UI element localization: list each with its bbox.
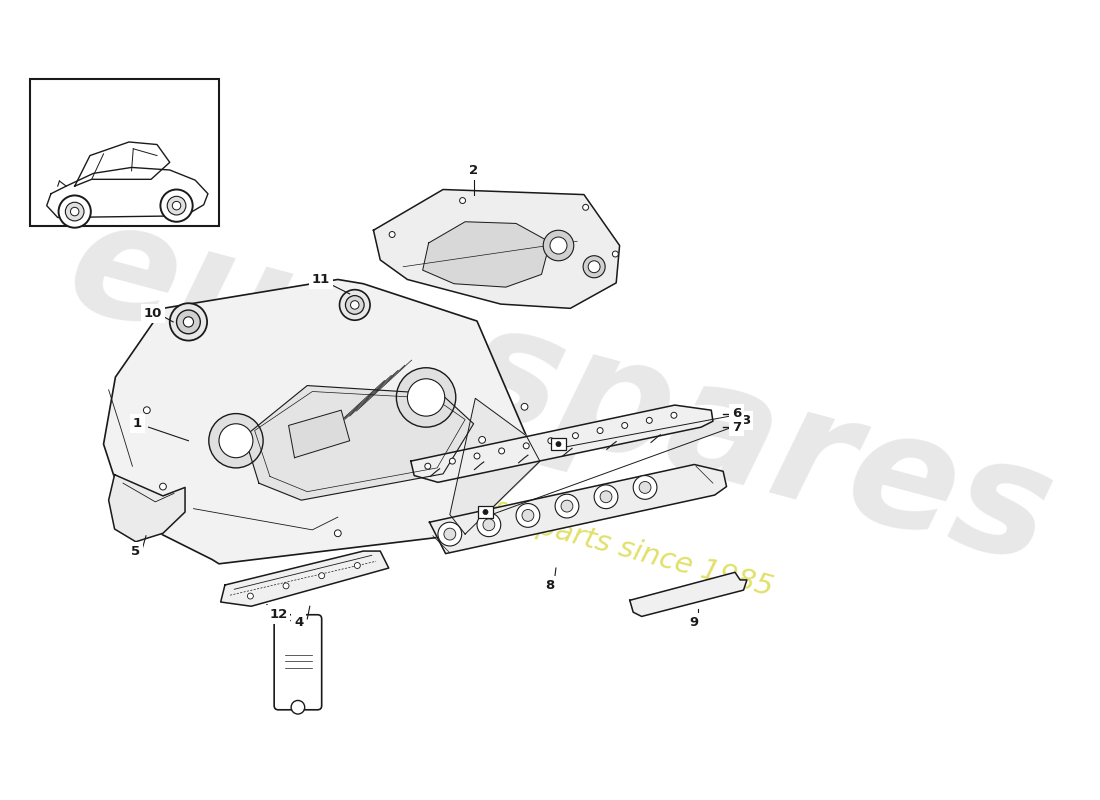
Circle shape [354, 562, 361, 569]
Circle shape [160, 483, 166, 490]
Circle shape [601, 491, 612, 502]
Text: 9: 9 [690, 616, 698, 629]
Circle shape [613, 251, 618, 257]
Circle shape [460, 198, 465, 203]
Text: a passion for parts since 1985: a passion for parts since 1985 [344, 461, 777, 602]
Polygon shape [422, 222, 550, 287]
Circle shape [345, 296, 364, 314]
Circle shape [498, 448, 505, 454]
FancyBboxPatch shape [477, 506, 493, 518]
Circle shape [407, 378, 444, 416]
Circle shape [572, 433, 579, 438]
Circle shape [70, 207, 79, 216]
Circle shape [522, 510, 534, 522]
Polygon shape [630, 572, 747, 617]
Circle shape [219, 424, 253, 458]
Circle shape [671, 412, 676, 418]
Circle shape [548, 438, 553, 444]
Polygon shape [450, 398, 540, 534]
Circle shape [173, 202, 180, 210]
Circle shape [340, 290, 370, 320]
Circle shape [474, 453, 480, 459]
Circle shape [450, 458, 455, 464]
Text: 10: 10 [144, 307, 162, 320]
Text: 12: 12 [270, 608, 287, 622]
Circle shape [597, 427, 603, 434]
Circle shape [588, 261, 601, 273]
Circle shape [521, 403, 528, 410]
Circle shape [556, 494, 579, 518]
Text: 3: 3 [740, 414, 750, 427]
Text: 4: 4 [294, 616, 304, 629]
Circle shape [634, 475, 657, 499]
Circle shape [524, 443, 529, 449]
Circle shape [583, 256, 605, 278]
Circle shape [594, 485, 618, 509]
Circle shape [65, 202, 84, 221]
Circle shape [483, 510, 488, 514]
Polygon shape [244, 386, 474, 500]
Text: 8: 8 [546, 578, 554, 591]
Circle shape [334, 530, 341, 537]
Polygon shape [109, 474, 185, 542]
Circle shape [647, 418, 652, 423]
Circle shape [639, 482, 651, 494]
FancyBboxPatch shape [274, 614, 321, 710]
Circle shape [351, 301, 359, 309]
Polygon shape [410, 405, 713, 482]
Polygon shape [429, 465, 726, 554]
Circle shape [283, 583, 289, 589]
Polygon shape [221, 551, 388, 606]
Circle shape [319, 573, 324, 578]
Circle shape [438, 522, 462, 546]
Circle shape [478, 437, 485, 443]
Circle shape [561, 500, 573, 512]
Text: 1: 1 [133, 418, 142, 430]
Circle shape [477, 513, 500, 537]
Circle shape [396, 368, 455, 427]
Circle shape [167, 196, 186, 215]
Circle shape [143, 406, 151, 414]
Polygon shape [374, 190, 619, 308]
FancyBboxPatch shape [30, 79, 219, 226]
Circle shape [176, 310, 200, 334]
Circle shape [209, 414, 263, 468]
Circle shape [169, 303, 207, 341]
Polygon shape [75, 142, 169, 186]
Text: 7: 7 [733, 421, 741, 434]
Text: eurospares: eurospares [53, 186, 1068, 597]
Circle shape [161, 190, 192, 222]
Circle shape [621, 422, 628, 429]
Circle shape [543, 230, 574, 261]
Circle shape [184, 317, 194, 327]
Polygon shape [103, 279, 540, 564]
Circle shape [389, 231, 395, 238]
Circle shape [425, 463, 431, 469]
Text: 6: 6 [733, 407, 741, 420]
FancyBboxPatch shape [551, 438, 566, 450]
Circle shape [248, 593, 253, 599]
Text: 11: 11 [311, 273, 330, 286]
Circle shape [444, 528, 455, 540]
Circle shape [550, 237, 566, 254]
Circle shape [583, 204, 588, 210]
Circle shape [556, 442, 561, 446]
Circle shape [483, 519, 495, 530]
Text: 5: 5 [131, 545, 141, 558]
Circle shape [292, 701, 305, 714]
Circle shape [516, 503, 540, 527]
Polygon shape [288, 410, 350, 458]
Text: 2: 2 [469, 164, 478, 178]
Polygon shape [46, 167, 208, 218]
Circle shape [58, 195, 91, 228]
Circle shape [173, 318, 179, 325]
